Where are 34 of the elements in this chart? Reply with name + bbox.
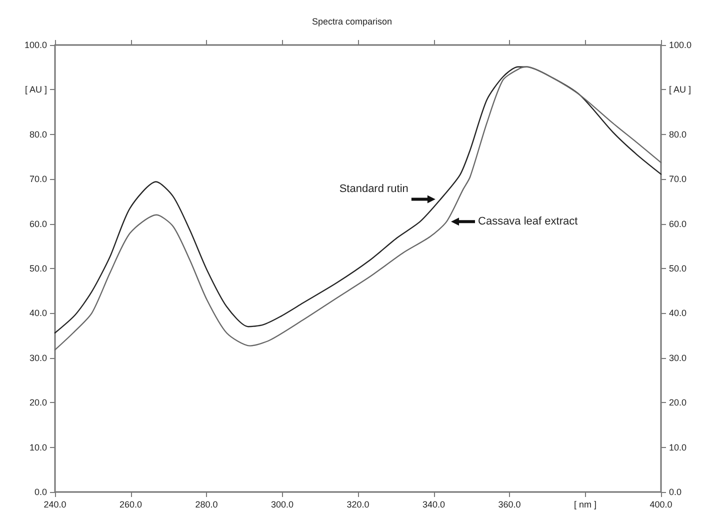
y-tick-label: 0.0 — [34, 487, 47, 497]
y-tick-label: [ AU ] — [24, 84, 47, 95]
y-tick-label: 100.0 — [24, 40, 47, 50]
y2-tick-label: 50.0 — [669, 264, 687, 274]
y-tick-label: 80.0 — [29, 129, 47, 140]
y2-tick-label: [ AU ] — [669, 84, 692, 95]
x-tick-label: 360.0 — [498, 500, 521, 510]
x-tick-label: 320.0 — [346, 500, 370, 510]
y-tick-label: 10.0 — [29, 442, 47, 452]
x-tick-label: 300.0 — [270, 500, 294, 510]
y2-tick-label: 80.0 — [669, 129, 687, 140]
y2-tick-label: 30.0 — [669, 352, 687, 363]
y2-tick-label: 70.0 — [669, 174, 687, 184]
y-tick-label: 60.0 — [29, 218, 47, 229]
y-tick-label: 40.0 — [29, 308, 47, 318]
y-tick-label: 30.0 — [29, 352, 47, 363]
annotation: Standard rutin — [339, 183, 408, 196]
y-tick-label: 50.0 — [29, 264, 47, 274]
chart-title: Spectra comparison — [312, 16, 392, 26]
x-tick-label: 400.0 — [650, 500, 672, 510]
y-tick-label: 20.0 — [29, 398, 47, 408]
y2-tick-label: 60.0 — [669, 218, 687, 229]
y2-tick-label: 10.0 — [669, 442, 687, 452]
x-tick-label: 280.0 — [195, 500, 218, 510]
y2-tick-label: 100.0 — [669, 40, 692, 50]
x-tick-label: 260.0 — [119, 500, 142, 510]
y-tick-label: 70.0 — [29, 174, 47, 184]
x-tick-label: 240.0 — [44, 500, 66, 510]
y2-tick-label: 40.0 — [669, 308, 687, 318]
annotation: Cassava leaf extract — [478, 216, 578, 228]
y2-tick-label: 20.0 — [669, 398, 687, 408]
x-tick-label: 340.0 — [422, 500, 446, 510]
y2-tick-label: 0.0 — [669, 487, 682, 497]
x-tick-label: [ nm ] — [574, 500, 597, 510]
